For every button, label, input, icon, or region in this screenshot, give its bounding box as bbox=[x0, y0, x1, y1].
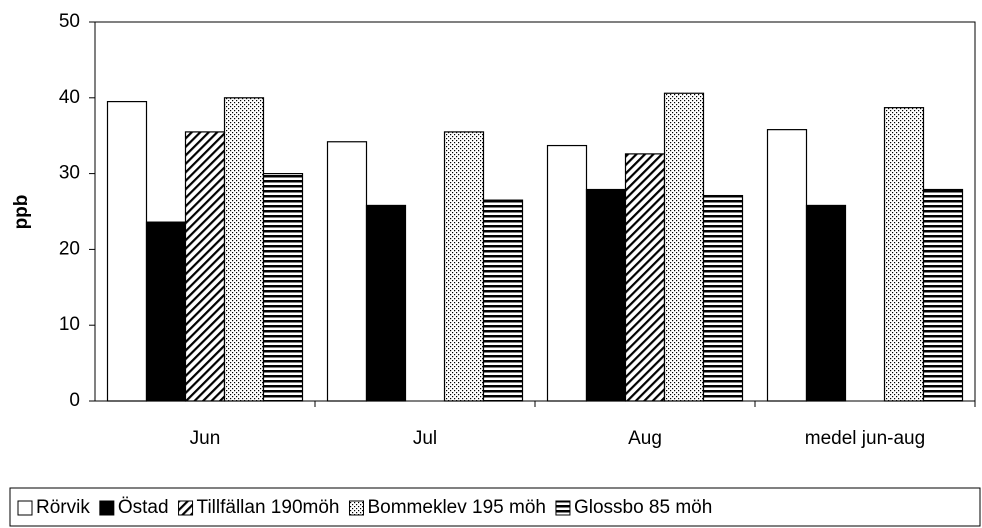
bar bbox=[922, 188, 964, 402]
legend-label: Östad bbox=[118, 497, 169, 518]
bar bbox=[702, 194, 744, 402]
bar bbox=[106, 100, 148, 402]
y-tick-label: 10 bbox=[59, 314, 80, 335]
bar bbox=[546, 144, 588, 402]
bar bbox=[443, 131, 485, 402]
bar bbox=[663, 92, 705, 402]
y-tick-label: 0 bbox=[69, 390, 80, 411]
bar bbox=[145, 221, 187, 402]
y-tick-label: 20 bbox=[59, 238, 80, 259]
y-axis-label: ppb bbox=[11, 195, 32, 230]
legend-swatch bbox=[17, 500, 33, 516]
plot-frame bbox=[94, 21, 976, 402]
bar bbox=[482, 199, 524, 402]
bar bbox=[883, 107, 925, 402]
legend-box bbox=[9, 487, 981, 527]
bar bbox=[766, 129, 808, 402]
bar bbox=[223, 97, 265, 402]
legend-swatch bbox=[178, 500, 194, 516]
x-tick-label: Jul bbox=[413, 428, 437, 449]
legend-swatch bbox=[555, 500, 571, 516]
x-tick-label: medel jun-aug bbox=[805, 428, 925, 449]
y-tick-label: 40 bbox=[59, 87, 80, 108]
bar bbox=[585, 188, 627, 402]
x-tick-label: Aug bbox=[628, 428, 662, 449]
legend-label: Tillfällan 190möh bbox=[197, 497, 340, 518]
legend-label: Glossbo 85 möh bbox=[574, 497, 712, 518]
bar bbox=[805, 204, 847, 402]
legend-label: Rörvik bbox=[36, 497, 90, 518]
bar bbox=[262, 173, 304, 402]
legend-label: Bommeklev 195 möh bbox=[367, 497, 545, 518]
bar bbox=[624, 153, 666, 402]
legend-swatch bbox=[348, 500, 364, 516]
y-tick-label: 30 bbox=[59, 163, 80, 184]
bar bbox=[365, 204, 407, 402]
bar bbox=[184, 131, 226, 402]
legend-swatch bbox=[99, 500, 115, 516]
y-tick-label: 50 bbox=[59, 11, 80, 32]
x-tick-label: Jun bbox=[190, 428, 221, 449]
bar bbox=[326, 141, 368, 402]
